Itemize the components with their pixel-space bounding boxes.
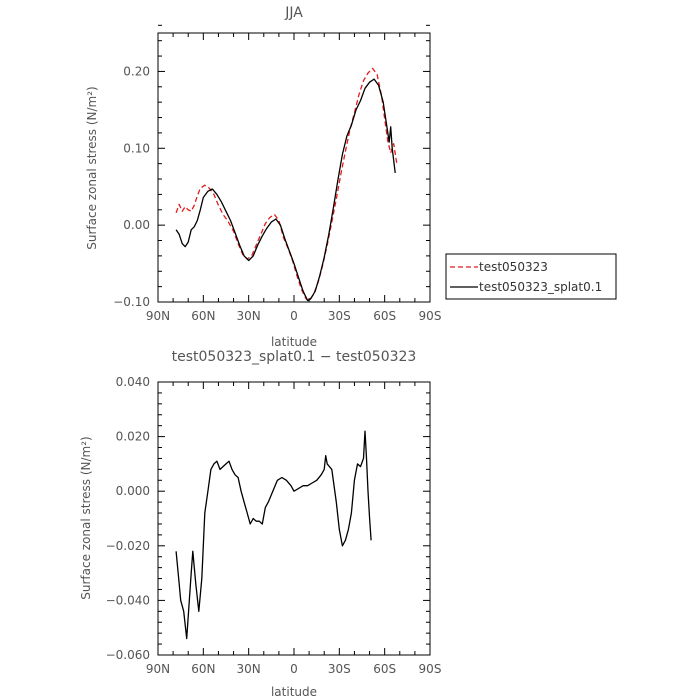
bottom-x-axis-label: latitude (271, 685, 317, 699)
bottom-x-tick-label: 90S (419, 662, 442, 676)
top-chart-title: JJA (284, 5, 303, 21)
legend: test050323 test050323_splat0.1 (445, 253, 617, 300)
top-x-tick-label: 90S (419, 309, 442, 323)
top-x-tick-label: 60N (191, 309, 215, 323)
bottom-x-tick-label: 60S (373, 662, 396, 676)
top-series-line-0 (175, 67, 398, 302)
top-y-axis-label: Surface zonal stress (N/m²) (85, 86, 99, 250)
bottom-y-axis-label: Surface zonal stress (N/m²) (79, 436, 93, 600)
bottom-x-tick-label: 60N (191, 662, 215, 676)
bottom-y-tick-label: 0.020 (116, 430, 150, 444)
bottom-chart: test050323_splat0.1 − test050323 90N 60N 3… (79, 349, 441, 699)
bottom-series-lines (175, 430, 372, 640)
bottom-x-tick-label: 90N (146, 662, 170, 676)
bottom-y-tick-label: 0.000 (116, 484, 150, 498)
legend-label-splat: test050323_splat0.1 (479, 280, 602, 294)
bottom-chart-title: test050323_splat0.1 − test050323 (172, 349, 417, 365)
top-chart: JJA 90N 60N 30N 0 30S 60S 90S −0.10 0.00 0.10 0.2… (85, 5, 441, 349)
top-y-tick-label: 0.00 (123, 218, 150, 232)
bottom-x-ticks: 90N 60N 30N 0 30S 60S 90S (146, 382, 442, 676)
top-plot-frame (157, 32, 431, 303)
top-y-tick-label: 0.20 (123, 64, 150, 78)
top-x-ticks: 90N 60N 30N 0 30S 60S 90S (146, 33, 442, 323)
top-y-tick-label: −0.10 (113, 295, 150, 309)
top-x-tick-label: 30N (237, 309, 261, 323)
top-y-ticks: −0.10 0.00 0.10 0.20 (113, 24, 430, 309)
bottom-y-tick-label: −0.040 (106, 593, 150, 607)
bottom-plot-frame (157, 381, 431, 656)
top-x-tick-label: 90N (146, 309, 170, 323)
bottom-x-tick-label: 0 (290, 662, 298, 676)
top-x-tick-label: 0 (290, 309, 298, 323)
legend-box (445, 253, 617, 300)
bottom-x-tick-label: 30N (237, 662, 261, 676)
top-x-axis-label: latitude (271, 335, 317, 349)
legend-label-test050323: test050323 (479, 260, 548, 274)
top-series-lines (175, 67, 398, 302)
top-series-line-1 (175, 78, 396, 302)
bottom-y-tick-label: 0.040 (116, 375, 150, 389)
bottom-y-tick-label: −0.020 (106, 539, 150, 553)
bottom-x-tick-label: 30S (328, 662, 351, 676)
bottom-y-ticks: −0.060 −0.040 −0.020 0.000 0.020 0.040 (106, 375, 430, 662)
top-x-tick-label: 60S (373, 309, 396, 323)
top-x-tick-label: 30S (328, 309, 351, 323)
top-y-tick-label: 0.10 (123, 141, 150, 155)
bottom-y-tick-label: −0.060 (106, 648, 150, 662)
bottom-series-line-0 (175, 430, 372, 640)
